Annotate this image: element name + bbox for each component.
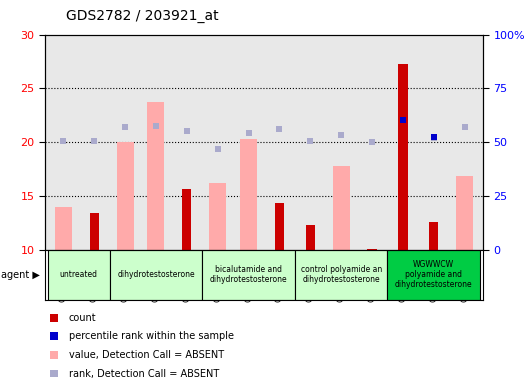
- Bar: [429, 222, 438, 250]
- Bar: [333, 166, 350, 250]
- Bar: [449, 35, 480, 250]
- Bar: [147, 102, 164, 250]
- Bar: [295, 35, 326, 250]
- Text: bicalutamide and
dihydrotestosterone: bicalutamide and dihydrotestosterone: [210, 265, 287, 284]
- Bar: [202, 250, 295, 300]
- Bar: [275, 204, 284, 250]
- Text: GDS2782 / 203921_at: GDS2782 / 203921_at: [66, 9, 219, 23]
- Bar: [295, 250, 388, 300]
- Bar: [398, 64, 408, 250]
- Bar: [79, 35, 110, 250]
- Text: WGWWCW
polyamide and
dihydrotestosterone: WGWWCW polyamide and dihydrotestosterone: [395, 260, 473, 290]
- Bar: [388, 35, 418, 250]
- Text: agent ▶: agent ▶: [1, 270, 40, 280]
- Bar: [240, 139, 257, 250]
- Bar: [55, 207, 72, 250]
- Bar: [172, 35, 202, 250]
- Bar: [306, 225, 315, 250]
- Text: count: count: [69, 313, 97, 323]
- Bar: [48, 35, 79, 250]
- Bar: [326, 35, 356, 250]
- Bar: [209, 183, 226, 250]
- Bar: [110, 35, 140, 250]
- Bar: [90, 213, 99, 250]
- Bar: [367, 248, 376, 250]
- Bar: [264, 35, 295, 250]
- Bar: [182, 189, 192, 250]
- Bar: [110, 250, 202, 300]
- Bar: [356, 35, 388, 250]
- Bar: [388, 250, 480, 300]
- Bar: [48, 250, 110, 300]
- Bar: [233, 35, 264, 250]
- Bar: [456, 177, 473, 250]
- Bar: [140, 35, 172, 250]
- Bar: [117, 142, 134, 250]
- Text: value, Detection Call = ABSENT: value, Detection Call = ABSENT: [69, 350, 224, 360]
- Text: percentile rank within the sample: percentile rank within the sample: [69, 331, 234, 341]
- Bar: [202, 35, 233, 250]
- Text: dihydrotestosterone: dihydrotestosterone: [117, 270, 195, 279]
- Text: rank, Detection Call = ABSENT: rank, Detection Call = ABSENT: [69, 369, 219, 379]
- Text: control polyamide an
dihydrotestosterone: control polyamide an dihydrotestosterone: [300, 265, 382, 284]
- Bar: [418, 35, 449, 250]
- Text: untreated: untreated: [60, 270, 98, 279]
